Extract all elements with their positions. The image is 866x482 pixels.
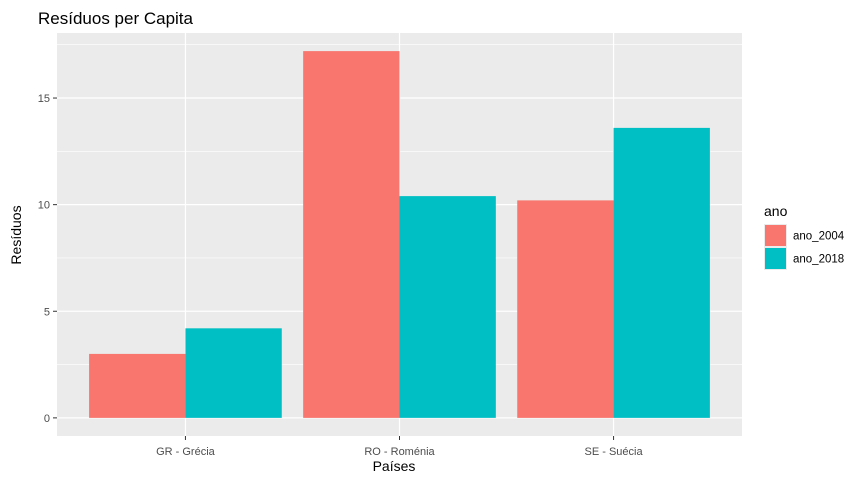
y-axis: 0 5 10 15 [38,93,57,425]
legend-swatch-ano_2004 [765,225,786,246]
x-axis: GR - Grécia RO - Roménia SE - Suécia [156,436,643,458]
bars [89,51,710,418]
y-axis-title: Resíduos [8,205,24,264]
x-tick-label: SE - Suécia [585,446,644,458]
y-tick-label: 0 [44,413,50,425]
bar-ano_2018-0 [185,328,282,418]
y-tick-label: 5 [44,306,50,318]
x-tick-label: RO - Roménia [364,446,435,458]
bar-ano_2004-0 [89,353,186,418]
legend-label: ano_2018 [793,254,844,266]
x-axis-title: Países [373,458,416,474]
legend: ano ano_2004 ano_2018 [764,203,845,270]
chart-title: Resíduos per Capita [38,9,194,28]
bar-ano_2018-1 [399,196,496,418]
y-tick-label: 15 [38,93,50,105]
x-tick-label: GR - Grécia [156,446,216,458]
bar-ano_2004-1 [303,51,400,418]
y-tick-label: 10 [38,200,50,212]
legend-label: ano_2004 [793,231,845,243]
bar-ano_2018-2 [613,127,710,418]
legend-swatch-ano_2018 [765,248,786,269]
bar-ano_2004-2 [517,200,614,418]
legend-title: ano [764,203,788,219]
